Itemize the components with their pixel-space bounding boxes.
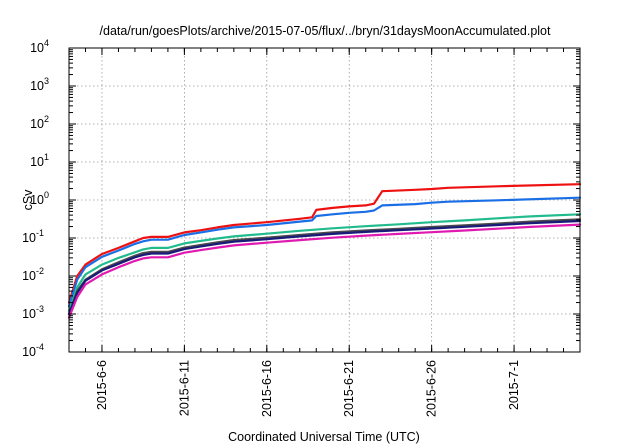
x-tick-label: 2015-7-1	[507, 360, 521, 410]
x-tick-label: 2015-6-11	[177, 360, 191, 416]
series-line-1	[67, 183, 582, 304]
y-tick-base: 10	[22, 345, 36, 359]
y-tick-exponent: -1	[36, 228, 44, 238]
y-tick-exponent: -3	[36, 304, 44, 314]
y-tick-exponent: 1	[44, 152, 49, 162]
y-tick-exponent: -4	[36, 342, 44, 352]
series-group	[67, 183, 582, 319]
y-tick-base: 10	[22, 269, 36, 283]
y-tick-base: 10	[30, 41, 44, 55]
x-tick-labels: 2015-6-6 2015-6-11 2015-6-16 2015-6-21 2015-…	[95, 360, 521, 417]
x-tick-label: 2015-6-16	[260, 360, 274, 417]
y-tick-exponent: 2	[44, 114, 49, 124]
y-tick-exponent: 4	[44, 38, 49, 48]
y-tick-base: 10	[30, 155, 44, 169]
y-tick-base: 10	[22, 231, 36, 245]
y-tick-base: 10	[30, 193, 44, 207]
y-tick-exponent: 3	[44, 76, 49, 86]
y-tick-label: 100	[30, 190, 49, 207]
series-line-6	[67, 223, 582, 319]
y-tick-label: 102	[30, 114, 49, 131]
y-tick-label: 104	[30, 38, 49, 55]
x-axis-label: Coordinated Universal Time (UTC)	[228, 430, 420, 444]
chart-title: /data/run/goesPlots/archive/2015-07-05/f…	[100, 24, 551, 38]
y-tick-exponent: -2	[36, 266, 44, 276]
x-tick-label: 2015-6-6	[95, 360, 109, 410]
y-tick-base: 10	[30, 117, 44, 131]
y-tick-exponent: 0	[44, 190, 49, 200]
y-tick-label: 10-2	[22, 266, 44, 283]
y-tick-base: 10	[22, 307, 36, 321]
y-tick-label: 103	[30, 76, 49, 93]
series-line-2	[67, 196, 582, 308]
series-line-4	[67, 218, 582, 316]
x-tick-label: 2015-6-26	[425, 360, 439, 417]
series-line-3	[67, 213, 582, 313]
y-tick-label: 10-4	[22, 342, 44, 359]
y-axis-label: cSv	[21, 189, 35, 211]
y-tick-label: 101	[30, 152, 49, 169]
series-line-5	[67, 219, 582, 316]
x-tick-label: 2015-6-21	[342, 360, 356, 417]
y-tick-label: 10-1	[22, 228, 44, 245]
y-tick-base: 10	[30, 79, 44, 93]
y-tick-label: 10-3	[22, 304, 44, 321]
ticks	[68, 47, 581, 353]
